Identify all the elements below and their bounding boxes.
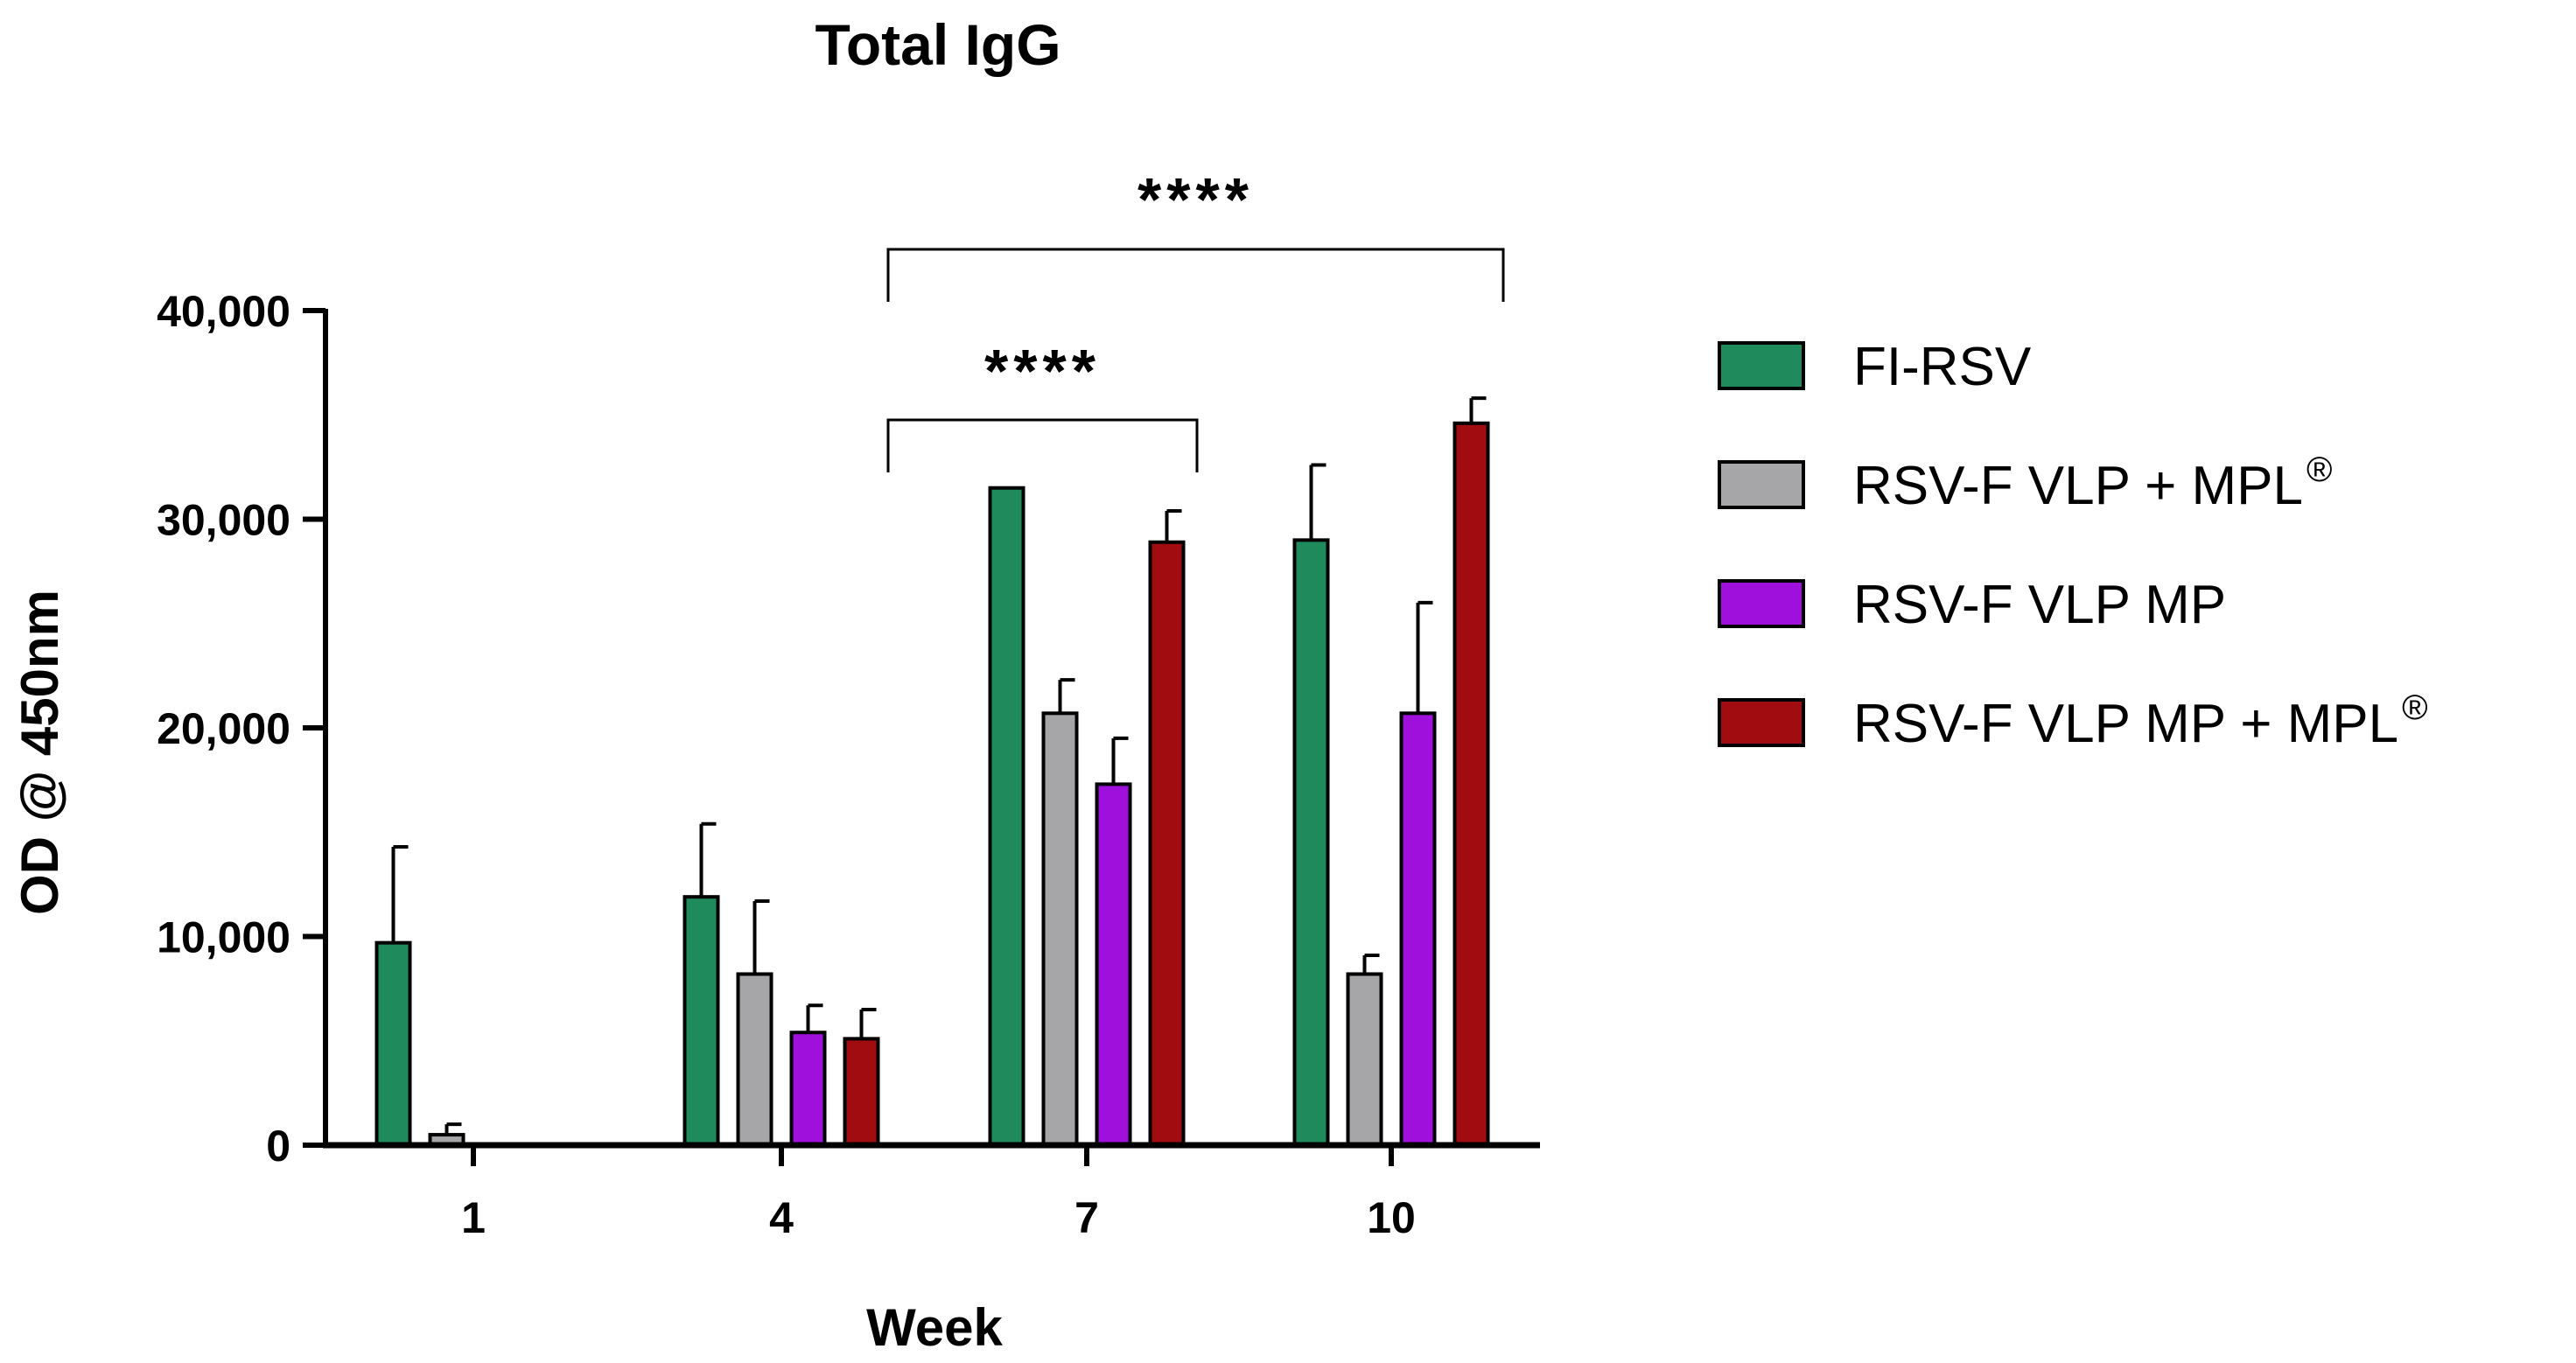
bar bbox=[682, 895, 720, 1148]
bar bbox=[988, 486, 1026, 1147]
bar bbox=[843, 1037, 880, 1147]
legend-label: RSV-F VLP + MPL ® bbox=[1853, 451, 2333, 516]
significance-label: **** bbox=[984, 337, 1101, 405]
x-tick-label: 1 bbox=[461, 1193, 486, 1242]
legend-label: RSV-F VLP MP + MPL ® bbox=[1853, 688, 2428, 754]
legend-swatch bbox=[1718, 698, 1805, 747]
bar bbox=[789, 1031, 827, 1147]
legend-swatch bbox=[1718, 460, 1805, 509]
y-tick-label: 40,000 bbox=[157, 287, 290, 336]
plot-area: 0 10,000 20,000 30,000 40,000 1 4 7 10 **** **** bbox=[157, 165, 1540, 1242]
y-tick-label: 10,000 bbox=[157, 913, 290, 962]
y-tick-label: 20,000 bbox=[157, 704, 290, 753]
bar bbox=[736, 972, 774, 1148]
x-tick-label: 7 bbox=[1074, 1193, 1099, 1242]
y-tick-label: 30,000 bbox=[157, 496, 290, 545]
bar bbox=[1452, 421, 1490, 1148]
x-tick-label: 10 bbox=[1367, 1193, 1416, 1242]
x-axis-title: Week bbox=[866, 1298, 1003, 1357]
bar bbox=[1148, 540, 1186, 1147]
bar bbox=[1095, 782, 1132, 1148]
chart-title: Total IgG bbox=[815, 12, 1060, 77]
bar bbox=[1399, 711, 1437, 1147]
significance-bracket bbox=[886, 248, 1505, 302]
legend-swatch bbox=[1718, 341, 1805, 390]
x-tick-label: 4 bbox=[769, 1193, 794, 1242]
y-tick-label: 0 bbox=[266, 1122, 290, 1171]
significance-bracket bbox=[886, 418, 1199, 472]
legend: FI-RSV RSV-F VLP + MPL ® RSV-F VLP MP RSV-F … bbox=[1718, 337, 2428, 754]
legend-swatch bbox=[1718, 579, 1805, 628]
bar bbox=[1041, 711, 1079, 1147]
bar bbox=[374, 940, 412, 1148]
bar bbox=[1292, 538, 1330, 1147]
bar bbox=[1346, 972, 1383, 1148]
significance-label: **** bbox=[1138, 165, 1254, 234]
y-axis-title: OD @ 450nm bbox=[10, 590, 69, 915]
legend-label: RSV-F VLP MP bbox=[1853, 575, 2226, 635]
legend-label: FI-RSV bbox=[1853, 337, 2032, 397]
